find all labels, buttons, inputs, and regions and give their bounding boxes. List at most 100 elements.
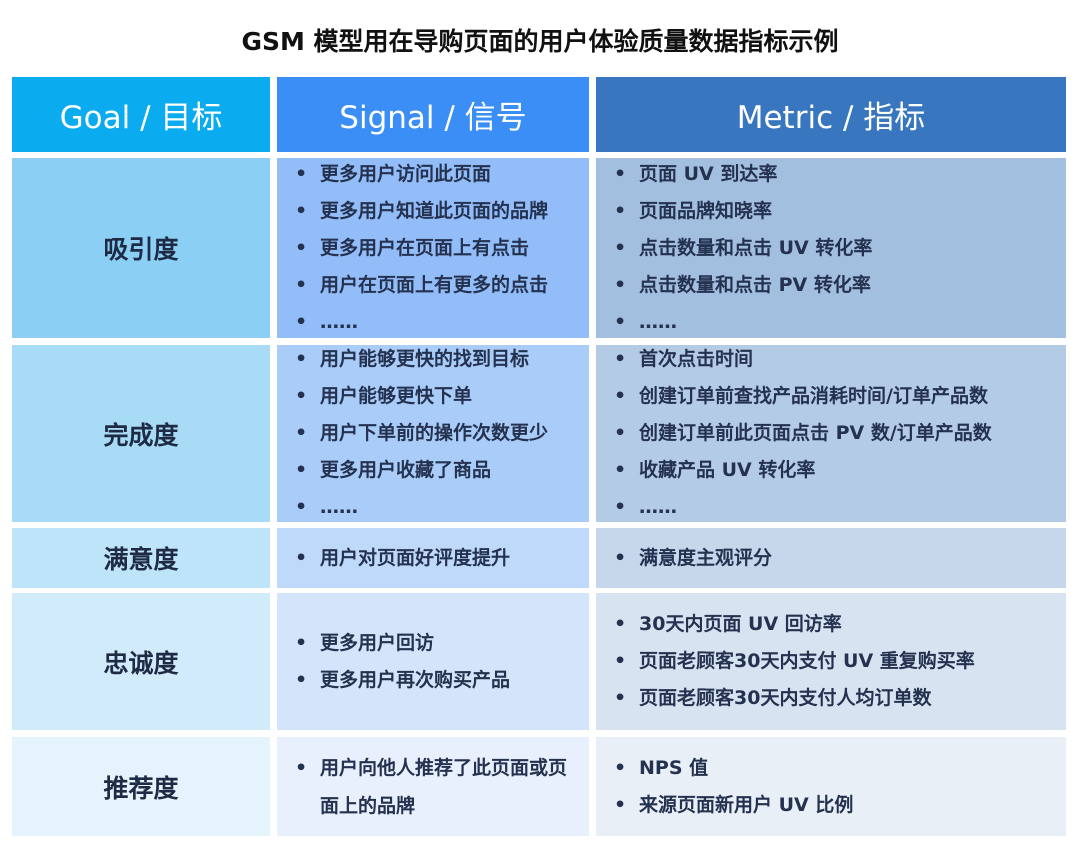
bullet-icon: • <box>614 422 627 444</box>
list-item: • 满意度主观评分 <box>614 540 1066 577</box>
list-item-text: 30天内页面 UV 回访率 <box>639 613 842 635</box>
list-item: • 用户在页面上有更多的点击 <box>295 267 589 304</box>
list-item: • 更多用户再次购买产品 <box>295 662 589 699</box>
list-item-text: 用户下单前的操作次数更少 <box>320 422 549 444</box>
goal-cell: 吸引度 <box>12 158 270 338</box>
list-item-text: 页面 UV 到达率 <box>639 162 778 185</box>
bullet-icon: • <box>614 756 627 779</box>
metric-cell: • NPS 值 • 来源页面新用户 UV 比例 <box>596 737 1066 836</box>
list-item-text: 页面品牌知晓率 <box>639 199 773 222</box>
signal-cell: • 用户能够更快的找到目标 • 用户能够更快下单 • 用户下单前的操作次数更少 • 更多用户收… <box>277 345 589 522</box>
goal-cell: 满意度 <box>12 528 270 588</box>
bullet-icon: • <box>614 310 627 333</box>
list-item: • 更多用户知道此页面的品牌 <box>295 193 589 230</box>
metric-cell: • 30天内页面 UV 回访率 • 页面老顾客30天内支付 UV 重复购买率 • 页面老顾… <box>596 593 1066 730</box>
bullet-icon: • <box>295 310 308 333</box>
metric-cell: • 满意度主观评分 <box>596 528 1066 588</box>
bullet-icon: • <box>295 631 308 654</box>
list-item-text: 更多用户回访 <box>320 631 435 654</box>
bullet-icon: • <box>295 496 308 518</box>
list-item: • 点击数量和点击 PV 转化率 <box>614 267 1066 304</box>
goal-cell: 推荐度 <box>12 737 270 836</box>
list-item: • 30天内页面 UV 回访率 <box>614 606 1066 643</box>
list-item-text: NPS 值 <box>639 756 709 779</box>
list-item: • 页面品牌知晓率 <box>614 193 1066 230</box>
bullet-icon: • <box>614 199 627 222</box>
metric-cell: • 页面 UV 到达率 • 页面品牌知晓率 • 点击数量和点击 UV 转化率 • 点击数量和点… <box>596 158 1066 338</box>
list-item: • …… <box>614 304 1066 341</box>
metric-cell: • 首次点击时间 • 创建订单前查找产品消耗时间/订单产品数 • 创建订单前此页面点击 P… <box>596 345 1066 522</box>
list-item: • 首次点击时间 <box>614 341 1066 378</box>
list-item: • …… <box>614 489 1066 526</box>
bullet-icon: • <box>295 546 308 569</box>
list-item: • 创建订单前查找产品消耗时间/订单产品数 <box>614 378 1066 415</box>
bullet-icon: • <box>614 162 627 185</box>
header-signal: Signal / 信号 <box>277 77 589 152</box>
signal-cell: • 用户向他人推荐了此页面或页面上的品牌 <box>277 737 589 836</box>
header-goal-label: Goal / 目标 <box>59 100 223 136</box>
bullet-icon: • <box>295 236 308 259</box>
list-item-text: 满意度主观评分 <box>639 546 773 569</box>
bullet-icon: • <box>295 459 308 481</box>
bullet-icon: • <box>295 273 308 296</box>
bullet-icon: • <box>295 422 308 444</box>
list-item: • 用户对页面好评度提升 <box>295 540 589 577</box>
list-item: • NPS 值 <box>614 750 1066 787</box>
list-item: • 收藏产品 UV 转化率 <box>614 452 1066 489</box>
list-item-text: 用户能够更快的找到目标 <box>320 348 530 370</box>
bullet-icon: • <box>614 793 627 816</box>
goal-label: 吸引度 <box>103 235 179 264</box>
bullet-icon: • <box>295 385 308 407</box>
list-item-text: 点击数量和点击 PV 转化率 <box>639 273 871 296</box>
list-item-text: 用户对页面好评度提升 <box>320 546 511 569</box>
list-item: • 页面 UV 到达率 <box>614 156 1066 193</box>
list-item: • 更多用户回访 <box>295 625 589 662</box>
bullet-icon: • <box>614 348 627 370</box>
list-item-text: …… <box>320 496 358 518</box>
goal-label: 推荐度 <box>103 773 179 803</box>
list-item: • 创建订单前此页面点击 PV 数/订单产品数 <box>614 415 1066 452</box>
header-goal: Goal / 目标 <box>12 77 270 152</box>
list-item-text: 更多用户知道此页面的品牌 <box>320 199 549 222</box>
goal-label: 满意度 <box>103 545 179 574</box>
list-item-text: 收藏产品 UV 转化率 <box>639 459 816 481</box>
bullet-icon: • <box>295 756 308 779</box>
list-item-text: …… <box>639 310 677 333</box>
bullet-icon: • <box>614 273 627 296</box>
bullet-icon: • <box>295 199 308 222</box>
bullet-icon: • <box>295 668 308 691</box>
bullet-icon: • <box>614 687 627 709</box>
list-item-text: …… <box>639 496 677 518</box>
list-item: • 更多用户访问此页面 <box>295 156 589 193</box>
list-item: • 用户能够更快的找到目标 <box>295 341 589 378</box>
list-item-text: 用户向他人推荐了此页面或页面上的品牌 <box>320 756 568 817</box>
list-item-text: 点击数量和点击 UV 转化率 <box>639 236 873 259</box>
header-metric-label: Metric / 指标 <box>736 100 926 136</box>
list-item: • 页面老顾客30天内支付 UV 重复购买率 <box>614 643 1066 680</box>
list-item: • 更多用户在页面上有点击 <box>295 230 589 267</box>
list-item-text: 创建订单前查找产品消耗时间/订单产品数 <box>639 385 988 407</box>
list-item: • …… <box>295 304 589 341</box>
goal-cell: 完成度 <box>12 345 270 522</box>
list-item-text: 首次点击时间 <box>639 348 754 370</box>
list-item-text: 更多用户在页面上有点击 <box>320 236 530 259</box>
bullet-icon: • <box>614 236 627 259</box>
list-item: • 更多用户收藏了商品 <box>295 452 589 489</box>
bullet-icon: • <box>614 496 627 518</box>
signal-cell: • 更多用户访问此页面 • 更多用户知道此页面的品牌 • 更多用户在页面上有点击 • 用户在页… <box>277 158 589 338</box>
list-item-text: 更多用户再次购买产品 <box>320 668 511 691</box>
list-item: • 用户向他人推荐了此页面或页面上的品牌 <box>295 749 589 825</box>
list-item-text: 来源页面新用户 UV 比例 <box>639 793 854 816</box>
bullet-icon: • <box>614 385 627 407</box>
list-item: • 点击数量和点击 UV 转化率 <box>614 230 1066 267</box>
list-item-text: 页面老顾客30天内支付人均订单数 <box>639 687 932 709</box>
signal-cell: • 更多用户回访 • 更多用户再次购买产品 <box>277 593 589 730</box>
header-signal-label: Signal / 信号 <box>339 100 527 136</box>
list-item-text: 用户在页面上有更多的点击 <box>320 273 549 296</box>
list-item-text: 更多用户收藏了商品 <box>320 459 492 481</box>
list-item: • 用户下单前的操作次数更少 <box>295 415 589 452</box>
bullet-icon: • <box>614 650 627 672</box>
list-item-text: …… <box>320 310 358 333</box>
goal-label: 完成度 <box>103 420 179 450</box>
bullet-icon: • <box>614 613 627 635</box>
